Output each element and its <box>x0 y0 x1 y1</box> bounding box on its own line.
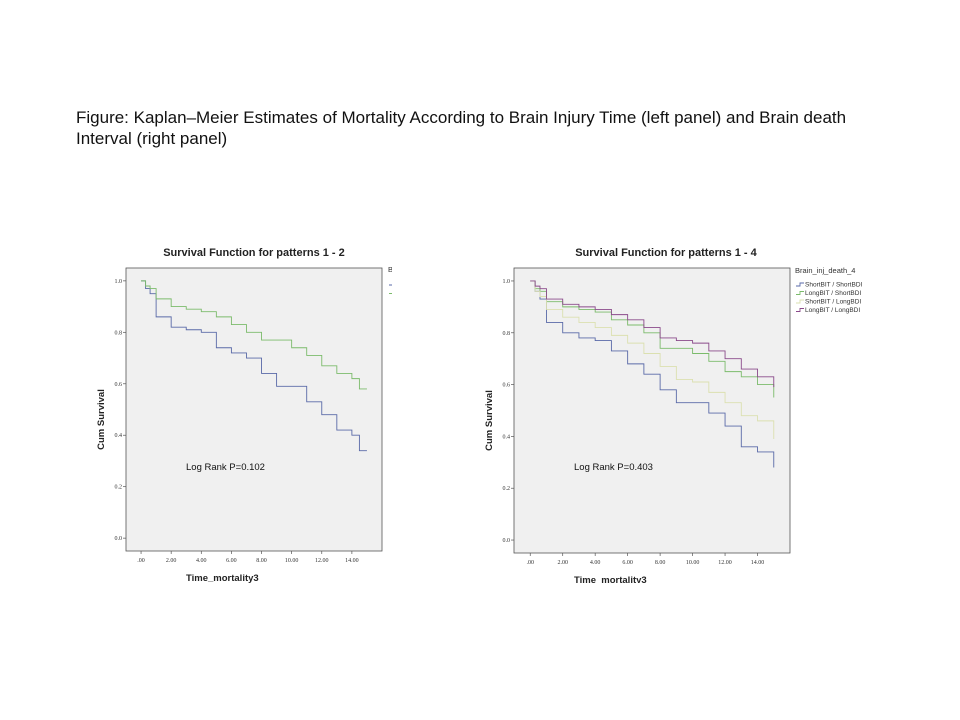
x-tick-label: 6.00 <box>226 558 237 564</box>
y-tick-label: 0.6 <box>115 382 123 388</box>
legend-swatch <box>796 299 804 304</box>
x-tick-label: 2.00 <box>166 558 177 564</box>
x-tick-label: 14.00 <box>345 558 359 564</box>
legend-title: Brain_inj_death_4 <box>795 266 855 275</box>
y-tick-label: 0.2 <box>115 485 123 491</box>
x-tick-label: 6.00 <box>622 560 633 566</box>
log-rank-annotation: Log Rank P=0.102 <box>186 462 265 473</box>
y-tick-label: 1.0 <box>503 279 511 285</box>
legend-swatch <box>796 291 804 295</box>
chart-title: Survival Function for patterns 1 - 2 <box>163 247 345 259</box>
x-tick-label: 12.00 <box>718 560 732 566</box>
figure-caption: Figure: Kaplan–Meier Estimates of Mortal… <box>76 108 847 148</box>
x-tick-label: .00 <box>526 560 534 566</box>
series-line-1 <box>530 280 775 468</box>
legend-swatch <box>796 308 804 312</box>
chart-title: Survival Function for patterns 1 - 4 <box>575 247 757 259</box>
y-tick-label: 0.8 <box>503 331 511 337</box>
series-line-2 <box>141 280 367 390</box>
legend-entry: LongBIT / LongBDI <box>805 307 860 314</box>
x-tick-label: 10.00 <box>285 558 299 564</box>
series-line-3 <box>530 280 775 439</box>
log-rank-annotation: Log Rank P=0.403 <box>574 462 653 473</box>
legend-swatch <box>389 284 392 286</box>
y-tick-label: 0.8 <box>115 330 123 336</box>
y-tick-label: 0.6 <box>503 383 511 389</box>
y-tick-label: 0.4 <box>503 434 511 440</box>
y-tick-label: 0.0 <box>115 536 123 542</box>
series-line-4 <box>530 280 775 388</box>
km-chart-left: Survival Function for patterns 1 - 2 0.0 0… <box>96 247 392 583</box>
km-chart-right: Survival Function for patterns 1 - 4 0.0 0… <box>484 247 863 583</box>
y-axis-label: Cum Survival <box>484 390 495 451</box>
x-tick-label: 8.00 <box>256 558 267 564</box>
legend-entry: ShortBIT / LongBDI <box>805 299 861 306</box>
x-axis-label: Time_mortality3 <box>574 575 647 583</box>
x-tick-label: 10.00 <box>686 560 700 566</box>
legend-title: Brain_injury_interval_median <box>388 265 392 274</box>
x-tick-label: 2.00 <box>557 560 568 566</box>
legend-swatch <box>389 293 392 294</box>
y-axis-label: Cum Survival <box>96 389 107 450</box>
x-tick-label: .00 <box>137 558 145 564</box>
plot-area <box>513 267 791 554</box>
legend-swatch <box>796 282 804 287</box>
y-tick-label: 0.2 <box>503 486 511 492</box>
y-tick-label: 1.0 <box>115 279 123 285</box>
y-tick-label: 0.0 <box>503 538 511 544</box>
series-line-1 <box>141 280 367 452</box>
x-tick-label: 14.00 <box>751 560 765 566</box>
plot-area <box>125 267 383 552</box>
legend-entry: ShortBIT / ShortBDI <box>805 282 863 289</box>
legend-entry: LongBIT / ShortBDI <box>805 290 861 297</box>
x-axis-label: Time_mortality3 <box>186 573 259 583</box>
x-tick-label: 8.00 <box>655 560 666 566</box>
y-tick-label: 0.4 <box>115 433 123 439</box>
x-tick-label: 12.00 <box>315 558 329 564</box>
x-tick-label: 4.00 <box>590 560 601 566</box>
x-tick-label: 4.00 <box>196 558 207 564</box>
